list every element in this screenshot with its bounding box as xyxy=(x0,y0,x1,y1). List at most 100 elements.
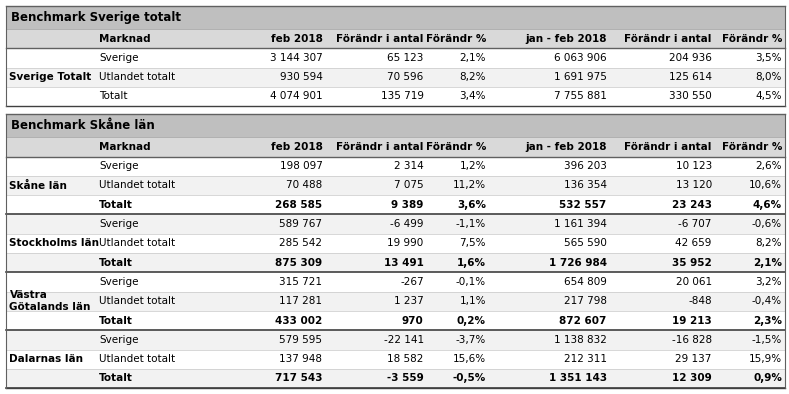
Text: Benchmark Skåne län: Benchmark Skåne län xyxy=(11,119,155,132)
Text: 10 123: 10 123 xyxy=(675,161,712,171)
Bar xyxy=(6,330,785,349)
Text: 65 123: 65 123 xyxy=(387,53,424,63)
Text: Utlandet totalt: Utlandet totalt xyxy=(99,296,175,306)
Text: 970: 970 xyxy=(402,316,424,325)
Text: 565 590: 565 590 xyxy=(564,238,607,248)
Text: 1 726 984: 1 726 984 xyxy=(548,258,607,268)
Text: Marknad: Marknad xyxy=(99,142,151,152)
Text: feb 2018: feb 2018 xyxy=(271,33,323,44)
Text: 1 237: 1 237 xyxy=(394,296,424,306)
Bar xyxy=(6,369,785,388)
Text: 2 314: 2 314 xyxy=(394,161,424,171)
Text: Förändr i antal: Förändr i antal xyxy=(624,33,712,44)
Text: 8,0%: 8,0% xyxy=(756,72,782,82)
Text: 35 952: 35 952 xyxy=(672,258,712,268)
Text: 330 550: 330 550 xyxy=(669,91,712,101)
Text: Marknad: Marknad xyxy=(99,33,151,44)
Text: -1,1%: -1,1% xyxy=(456,219,486,229)
Text: 579 595: 579 595 xyxy=(279,335,323,345)
Text: 1 351 143: 1 351 143 xyxy=(548,374,607,383)
Text: Förändr %: Förändr % xyxy=(721,33,782,44)
Text: 0,9%: 0,9% xyxy=(753,374,782,383)
Bar xyxy=(6,29,785,48)
Text: 70 596: 70 596 xyxy=(387,72,424,82)
Text: 7,5%: 7,5% xyxy=(459,238,486,248)
Text: 3 144 307: 3 144 307 xyxy=(270,53,323,63)
Text: -0,4%: -0,4% xyxy=(752,296,782,306)
Text: 198 097: 198 097 xyxy=(279,161,323,171)
Text: 589 767: 589 767 xyxy=(279,219,323,229)
Text: 212 311: 212 311 xyxy=(563,354,607,364)
Text: 13 491: 13 491 xyxy=(383,258,424,268)
Text: Stockholms län: Stockholms län xyxy=(9,238,99,248)
Text: Totalt: Totalt xyxy=(99,91,128,101)
Text: Förändr i antal: Förändr i antal xyxy=(336,33,424,44)
Text: -3 559: -3 559 xyxy=(387,374,424,383)
Text: 137 948: 137 948 xyxy=(279,354,323,364)
Text: 3,6%: 3,6% xyxy=(457,200,486,210)
Text: 4,5%: 4,5% xyxy=(755,91,782,101)
Text: 2,3%: 2,3% xyxy=(753,316,782,325)
Text: -267: -267 xyxy=(400,277,424,287)
Text: 20 061: 20 061 xyxy=(675,277,712,287)
Text: 18 582: 18 582 xyxy=(387,354,424,364)
Text: -848: -848 xyxy=(688,296,712,306)
Text: 29 137: 29 137 xyxy=(675,354,712,364)
Text: 1 161 394: 1 161 394 xyxy=(554,219,607,229)
Bar xyxy=(6,48,785,67)
Text: 11,2%: 11,2% xyxy=(453,180,486,190)
Text: 204 936: 204 936 xyxy=(669,53,712,63)
Bar xyxy=(6,114,785,137)
Text: 42 659: 42 659 xyxy=(675,238,712,248)
Text: 135 719: 135 719 xyxy=(380,91,424,101)
Text: 396 203: 396 203 xyxy=(564,161,607,171)
Text: 7 755 881: 7 755 881 xyxy=(554,91,607,101)
Text: 0,2%: 0,2% xyxy=(457,316,486,325)
Bar xyxy=(6,214,785,234)
Text: Förändr i antal: Förändr i antal xyxy=(624,142,712,152)
Bar xyxy=(6,349,785,369)
Text: Totalt: Totalt xyxy=(99,374,133,383)
Text: 3,4%: 3,4% xyxy=(459,91,486,101)
Text: 10,6%: 10,6% xyxy=(749,180,782,190)
Text: 3,2%: 3,2% xyxy=(755,277,782,287)
Text: Förändr %: Förändr % xyxy=(425,142,486,152)
Text: 654 809: 654 809 xyxy=(564,277,607,287)
Text: 9 389: 9 389 xyxy=(391,200,424,210)
Text: Sverige: Sverige xyxy=(99,53,139,63)
Text: 433 002: 433 002 xyxy=(275,316,323,325)
Text: 15,6%: 15,6% xyxy=(453,354,486,364)
Bar xyxy=(6,67,785,87)
Bar xyxy=(6,253,785,272)
Bar xyxy=(6,137,785,156)
Text: 7 075: 7 075 xyxy=(394,180,424,190)
Text: 19 213: 19 213 xyxy=(672,316,712,325)
Text: Benchmark Sverige totalt: Benchmark Sverige totalt xyxy=(11,11,181,24)
Text: Utlandet totalt: Utlandet totalt xyxy=(99,354,175,364)
Text: 872 607: 872 607 xyxy=(559,316,607,325)
Text: Sverige: Sverige xyxy=(99,277,139,287)
Text: 117 281: 117 281 xyxy=(279,296,323,306)
Bar xyxy=(6,6,785,29)
Text: 8,2%: 8,2% xyxy=(755,238,782,248)
Text: 315 721: 315 721 xyxy=(279,277,323,287)
Text: Utlandet totalt: Utlandet totalt xyxy=(99,180,175,190)
Text: -0,1%: -0,1% xyxy=(456,277,486,287)
Text: Sverige Totalt: Sverige Totalt xyxy=(9,72,92,82)
Text: Dalarnas län: Dalarnas län xyxy=(9,354,84,364)
Text: 285 542: 285 542 xyxy=(279,238,323,248)
Text: 4 074 901: 4 074 901 xyxy=(270,91,323,101)
Text: 532 557: 532 557 xyxy=(559,200,607,210)
Bar xyxy=(6,156,785,176)
Text: jan - feb 2018: jan - feb 2018 xyxy=(525,33,607,44)
Text: -0,5%: -0,5% xyxy=(453,374,486,383)
Bar xyxy=(6,311,785,330)
Text: -22 141: -22 141 xyxy=(383,335,424,345)
Text: 1,1%: 1,1% xyxy=(459,296,486,306)
Text: Utlandet totalt: Utlandet totalt xyxy=(99,72,175,82)
Text: Totalt: Totalt xyxy=(99,200,133,210)
Text: 6 063 906: 6 063 906 xyxy=(554,53,607,63)
Text: 2,1%: 2,1% xyxy=(753,258,782,268)
Text: Förändr i antal: Förändr i antal xyxy=(336,142,424,152)
Text: 1,6%: 1,6% xyxy=(457,258,486,268)
